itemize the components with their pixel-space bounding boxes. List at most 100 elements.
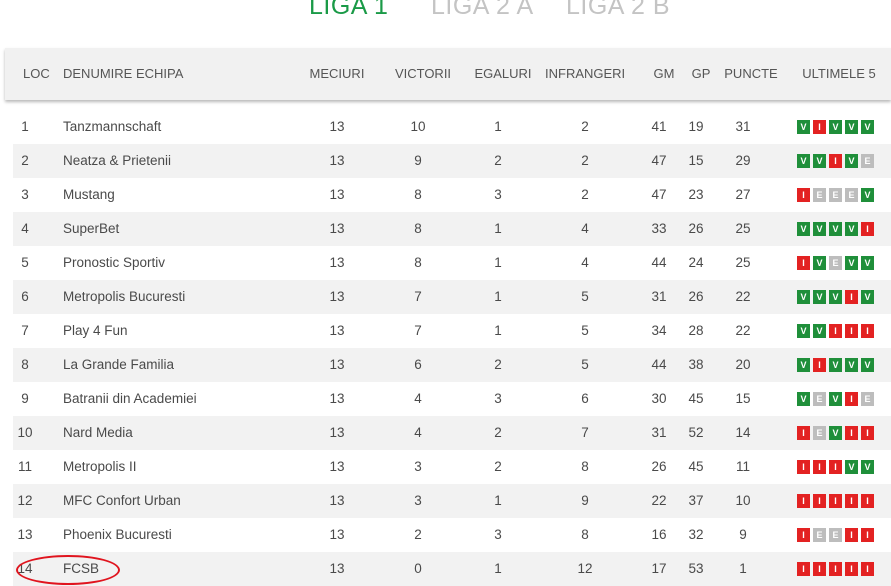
row-wins: 7 bbox=[414, 289, 422, 304]
row-team-name[interactable]: Batranii din Academiei bbox=[63, 391, 197, 406]
form-badge: I bbox=[829, 324, 842, 338]
row-wins: 3 bbox=[414, 459, 422, 474]
row-goals-for: 30 bbox=[651, 391, 667, 406]
form-badge: I bbox=[845, 562, 858, 576]
table-row[interactable]: 1 Tanzmannschaft 13 10 1 2 41 19 31 V I V V V bbox=[13, 110, 891, 144]
table-row[interactable]: 2 Neatza & Prietenii 13 9 2 2 47 15 29 V V I V E bbox=[13, 144, 891, 178]
row-position: 5 bbox=[21, 255, 29, 270]
row-team-name[interactable]: La Grande Familia bbox=[63, 357, 175, 372]
row-wins: 7 bbox=[414, 323, 422, 338]
row-played: 13 bbox=[329, 323, 345, 338]
row-team-name[interactable]: Pronostic Sportiv bbox=[63, 255, 166, 270]
form-badge: V bbox=[813, 324, 826, 338]
row-team-name[interactable]: Phoenix Bucuresti bbox=[63, 527, 172, 542]
table-row[interactable]: 6 Metropolis Bucuresti 13 7 1 5 31 26 22 V V V I V bbox=[13, 280, 891, 314]
form-badge: I bbox=[797, 562, 810, 576]
header-team[interactable]: DENUMIRE ECHIPA bbox=[63, 66, 184, 81]
row-position: 6 bbox=[21, 289, 29, 304]
table-row[interactable]: 10 Nard Media 13 4 2 7 31 52 14 I E V I I bbox=[13, 416, 891, 450]
form-badge: V bbox=[797, 222, 810, 236]
tab-liga-1[interactable]: LIGA 1 bbox=[309, 0, 389, 20]
header-goals-against[interactable]: GP bbox=[691, 66, 711, 81]
row-goals-against: 19 bbox=[688, 119, 704, 134]
row-team-name[interactable]: Neatza & Prietenii bbox=[63, 153, 172, 168]
form-badge: V bbox=[845, 358, 858, 372]
header-points[interactable]: PUNCTE bbox=[724, 66, 778, 81]
row-position: 9 bbox=[21, 391, 29, 406]
row-team-name[interactable]: Tanzmannschaft bbox=[63, 119, 162, 134]
table-row[interactable]: 4 SuperBet 13 8 1 4 33 26 25 V V V V I bbox=[13, 212, 891, 246]
header-form[interactable]: ULTIMELE 5 bbox=[802, 66, 876, 81]
header-played[interactable]: MECIURI bbox=[309, 66, 365, 81]
row-losses: 4 bbox=[581, 255, 589, 270]
form-badge: V bbox=[797, 154, 810, 168]
row-played: 13 bbox=[329, 391, 345, 406]
row-team-name[interactable]: SuperBet bbox=[63, 221, 120, 236]
row-team-name[interactable]: Play 4 Fun bbox=[63, 323, 128, 338]
row-losses: 2 bbox=[581, 119, 589, 134]
table-row[interactable]: 11 Metropolis II 13 3 2 8 26 45 11 I I I V V bbox=[13, 450, 891, 484]
header-goals-for[interactable]: GM bbox=[653, 66, 675, 81]
form-badge: I bbox=[845, 426, 858, 440]
row-goals-against: 53 bbox=[688, 561, 704, 576]
row-goals-against: 26 bbox=[688, 289, 704, 304]
row-played: 13 bbox=[329, 459, 345, 474]
row-team-name[interactable]: Mustang bbox=[63, 187, 115, 202]
table-row[interactable]: 3 Mustang 13 8 3 2 47 23 27 I E E E V bbox=[13, 178, 891, 212]
row-wins: 2 bbox=[414, 527, 422, 542]
row-played: 13 bbox=[329, 221, 345, 236]
header-loc[interactable]: LOC bbox=[23, 66, 50, 81]
row-points: 22 bbox=[735, 323, 751, 338]
row-losses: 7 bbox=[581, 425, 589, 440]
row-goals-for: 41 bbox=[651, 119, 667, 134]
row-played: 13 bbox=[329, 289, 345, 304]
row-goals-against: 23 bbox=[688, 187, 704, 202]
row-position: 2 bbox=[21, 153, 29, 168]
form-badge: E bbox=[813, 426, 826, 440]
row-draws: 1 bbox=[494, 119, 502, 134]
table-row[interactable]: 9 Batranii din Academiei 13 4 3 6 30 45 15 V E V I E bbox=[13, 382, 891, 416]
row-wins: 0 bbox=[414, 561, 422, 576]
row-draws: 2 bbox=[494, 153, 502, 168]
row-losses: 4 bbox=[581, 221, 589, 236]
row-team-name[interactable]: Nard Media bbox=[63, 425, 133, 440]
table-row[interactable]: 13 Phoenix Bucuresti 13 2 3 8 16 32 9 I E E I I bbox=[13, 518, 891, 552]
table-row[interactable]: 12 MFC Confort Urban 13 3 1 9 22 37 10 I I I I I bbox=[13, 484, 891, 518]
row-losses: 2 bbox=[581, 153, 589, 168]
header-draws[interactable]: EGALURI bbox=[474, 66, 532, 81]
row-losses: 5 bbox=[581, 289, 589, 304]
row-team-name[interactable]: FCSB bbox=[63, 561, 100, 576]
tab-liga-2a[interactable]: LIGA 2 A bbox=[431, 0, 534, 20]
row-wins: 4 bbox=[414, 425, 422, 440]
form-badge: I bbox=[845, 324, 858, 338]
form-badge: V bbox=[861, 358, 874, 372]
table-row[interactable]: 8 La Grande Familia 13 6 2 5 44 38 20 V I V V V bbox=[13, 348, 891, 382]
form-badge: I bbox=[829, 460, 842, 474]
row-team-name[interactable]: Metropolis II bbox=[63, 459, 137, 474]
table-row[interactable]: 14 FCSB 13 0 1 12 17 53 1 I I I I I bbox=[13, 552, 891, 586]
tab-liga-2b[interactable]: LIGA 2 B bbox=[566, 0, 671, 20]
row-goals-against: 15 bbox=[688, 153, 704, 168]
header-wins[interactable]: VICTORII bbox=[394, 66, 452, 81]
form-badge: I bbox=[797, 494, 810, 508]
form-badge: I bbox=[829, 562, 842, 576]
row-goals-for: 31 bbox=[651, 289, 667, 304]
form-badge: V bbox=[797, 290, 810, 304]
row-goals-against: 32 bbox=[688, 527, 704, 542]
header-losses[interactable]: INFRANGERI bbox=[545, 66, 626, 81]
row-team-name[interactable]: Metropolis Bucuresti bbox=[63, 289, 186, 304]
table-row[interactable]: 7 Play 4 Fun 13 7 1 5 34 28 22 V V I I I bbox=[13, 314, 891, 348]
form-badge: E bbox=[829, 528, 842, 542]
row-wins: 3 bbox=[414, 493, 422, 508]
row-draws: 3 bbox=[494, 391, 502, 406]
table-row[interactable]: 5 Pronostic Sportiv 13 8 1 4 44 24 25 I V E V V bbox=[13, 246, 891, 280]
row-team-name[interactable]: MFC Confort Urban bbox=[63, 493, 181, 508]
form-badge: V bbox=[861, 460, 874, 474]
form-badge: E bbox=[813, 392, 826, 406]
form-badge: V bbox=[845, 256, 858, 270]
standings-header: LOC DENUMIRE ECHIPA MECIURI VICTORII EGA… bbox=[5, 48, 891, 100]
